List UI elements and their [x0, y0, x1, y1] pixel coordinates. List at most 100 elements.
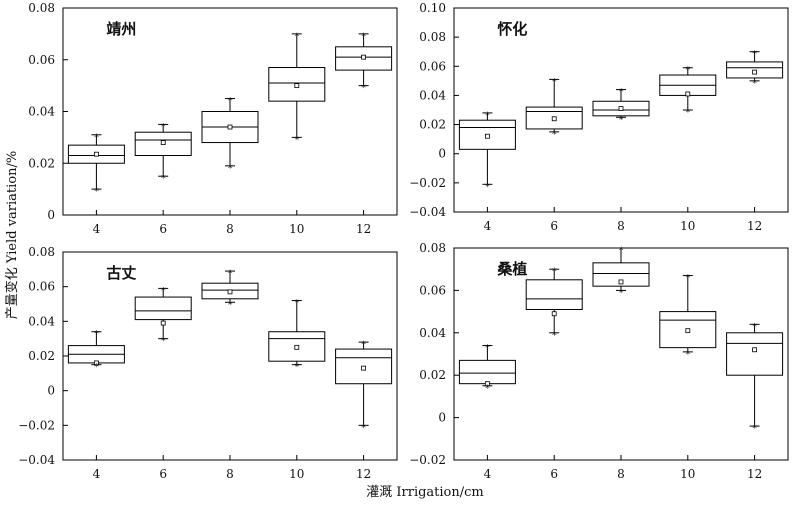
max-marker: ∗: [551, 266, 557, 276]
max-marker: ∗: [294, 30, 300, 40]
y-tick-label: 0.02: [28, 349, 55, 363]
y-tick-label: −0.02: [409, 176, 446, 190]
max-marker: ∗: [93, 328, 99, 338]
y-tick-label: 0.04: [419, 326, 446, 340]
y-tick-label: 0: [47, 208, 55, 222]
mean-marker: [227, 124, 233, 130]
y-tick-label: 0.06: [28, 280, 55, 294]
x-tick-label: 12: [356, 222, 371, 236]
mean-marker: [484, 381, 490, 387]
box-10: ∗∗: [268, 30, 326, 144]
min-marker: ∗: [551, 128, 557, 138]
min-marker: ∗: [685, 107, 691, 117]
min-marker: ∗: [752, 77, 758, 87]
max-marker: ∗: [484, 342, 490, 352]
mean-marker: [618, 279, 624, 285]
max-marker: ∗: [93, 131, 99, 141]
mean-marker: [752, 69, 757, 75]
box-10: ∗∗: [659, 272, 717, 358]
y-tick-label: −0.04: [18, 453, 55, 467]
x-tick-label: 10: [289, 467, 304, 481]
box-10: ∗∗: [659, 64, 717, 117]
y-tick-label: −0.02: [409, 453, 446, 467]
max-marker: ∗: [160, 285, 166, 295]
max-marker: ∗: [752, 321, 758, 331]
box-12: ∗∗: [335, 30, 393, 92]
y-tick-label: −0.02: [18, 418, 55, 432]
min-marker: ∗: [294, 134, 300, 144]
y-tick-label: 0.10: [419, 1, 446, 15]
box-8: ∗∗: [201, 95, 259, 172]
box-8: ∗∗: [592, 245, 650, 297]
mean-marker: [551, 116, 557, 122]
x-tick-label: 6: [159, 467, 167, 481]
min-marker: ∗: [227, 162, 233, 172]
y-tick-label: 0.02: [419, 118, 446, 132]
x-tick-label: 8: [226, 222, 234, 236]
min-marker: ∗: [93, 186, 99, 196]
y-tick-label: 0.08: [28, 245, 55, 259]
y-tick-label: −0.04: [409, 205, 446, 219]
mean-marker: [618, 106, 624, 111]
x-tick-label: 4: [484, 219, 492, 233]
max-marker: ∗: [227, 268, 233, 278]
x-tick-label: 10: [680, 467, 695, 481]
min-marker: ∗: [361, 422, 367, 432]
iqr-box: [458, 359, 516, 385]
y-tick-label: 0.06: [419, 283, 446, 297]
chart-panel: −0.04 −0.02 0 0.02 0.04 0.06 0.08 0.10 4 6 8 10 12 怀化…: [409, 1, 789, 233]
box-12: ∗∗: [726, 48, 784, 87]
max-marker: ∗: [160, 121, 166, 131]
box-12: ∗∗: [335, 339, 393, 432]
x-tick-label: 10: [289, 222, 304, 236]
max-marker: ∗: [551, 76, 557, 86]
max-marker: ∗: [294, 297, 300, 307]
min-marker: ∗: [685, 348, 691, 358]
box-4: ∗∗: [458, 109, 516, 191]
box-12: ∗∗: [726, 321, 784, 433]
max-marker: ∗: [484, 109, 490, 119]
min-marker: ∗: [160, 335, 166, 345]
mean-marker: [484, 133, 490, 139]
y-tick-label: 0.02: [419, 368, 446, 382]
min-marker: ∗: [361, 82, 367, 92]
box-6: ∗∗: [134, 285, 192, 345]
y-tick-label: 0.04: [419, 88, 446, 102]
x-tick-label: 12: [747, 219, 762, 233]
iqr-box: [525, 279, 583, 310]
mean-marker: [94, 360, 99, 366]
y-tick-label: 0.08: [419, 30, 446, 44]
min-marker: ∗: [618, 287, 624, 297]
box-4: ∗∗: [458, 342, 516, 392]
mean-marker: [294, 344, 300, 350]
x-tick-label: 6: [159, 222, 167, 236]
box-6: ∗∗: [525, 76, 583, 138]
y-tick-label: 0.02: [28, 156, 55, 170]
box-4: ∗∗: [67, 131, 125, 196]
y-tick-label: 0.04: [28, 105, 55, 119]
box-4: ∗∗: [67, 328, 125, 371]
y-tick-label: 0.08: [28, 1, 55, 15]
x-axis-title: 灌溉 Irrigation/cm: [366, 485, 484, 500]
x-tick-label: 6: [550, 467, 558, 481]
max-marker: ∗: [752, 48, 758, 58]
min-marker: ∗: [484, 181, 490, 191]
x-tick-label: 12: [356, 467, 371, 481]
y-tick-label: 0: [438, 411, 446, 425]
min-marker: ∗: [752, 423, 758, 433]
mean-marker: [94, 151, 99, 157]
max-marker: ∗: [618, 86, 624, 96]
panel-title: 古丈: [106, 264, 136, 282]
panel-title: 怀化: [497, 20, 527, 38]
iqr-box: [726, 332, 784, 376]
iqr-box: [134, 296, 192, 321]
max-marker: ∗: [618, 245, 624, 255]
x-tick-label: 4: [484, 467, 492, 481]
y-tick-label: 0: [438, 147, 446, 161]
min-marker: ∗: [484, 382, 490, 392]
mean-marker: [227, 289, 233, 295]
mean-marker: [685, 91, 691, 97]
x-tick-label: 8: [617, 467, 625, 481]
y-tick-label: 0.04: [28, 314, 55, 328]
